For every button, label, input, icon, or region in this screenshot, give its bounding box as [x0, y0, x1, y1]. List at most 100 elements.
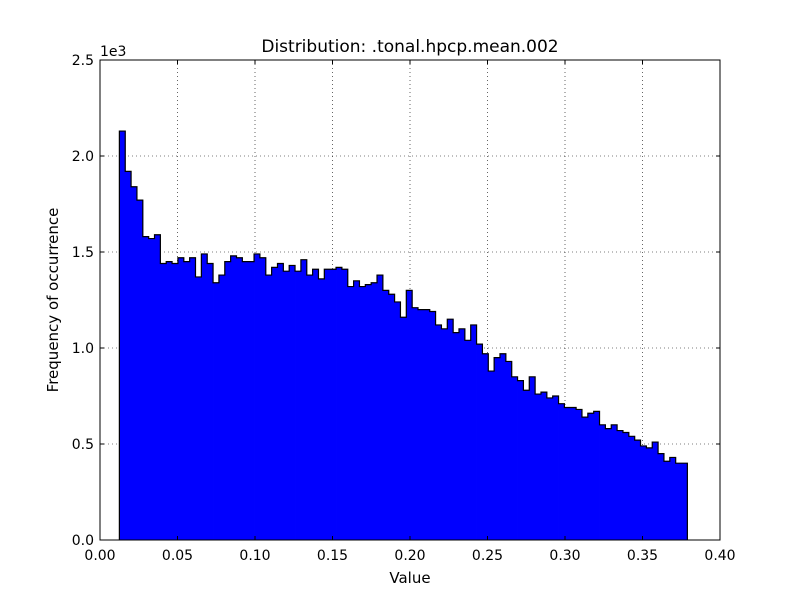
histogram-bar — [166, 261, 173, 540]
histogram-bar — [640, 445, 647, 540]
histogram-bar — [511, 376, 518, 540]
histogram-bar — [505, 361, 513, 540]
histogram-bar — [628, 436, 636, 540]
histogram-bar — [546, 397, 554, 540]
histogram-bar — [605, 428, 612, 540]
histogram-bar — [265, 275, 273, 540]
histogram-bar — [611, 424, 618, 540]
x-tick-label: 0.15 — [317, 548, 348, 564]
histogram-bar — [347, 286, 354, 540]
histogram-bar — [412, 307, 419, 540]
histogram-bar — [365, 284, 372, 540]
histogram-bar — [599, 424, 606, 540]
histogram-bar — [429, 311, 436, 540]
histogram-bar — [435, 324, 442, 540]
histogram-bar — [224, 261, 232, 540]
histogram-bar — [183, 261, 191, 540]
histogram-bar — [517, 380, 524, 540]
histogram-bar — [658, 453, 665, 540]
histogram-bar — [289, 265, 296, 540]
histogram-bar — [675, 463, 682, 540]
histogram-bar — [634, 440, 641, 540]
histogram-bar — [177, 257, 185, 540]
x-tick-label: 0.25 — [472, 548, 503, 564]
histogram-bar — [441, 328, 448, 540]
histogram-bar — [570, 407, 577, 540]
histogram-bar — [581, 417, 589, 540]
histogram-bar — [669, 457, 677, 540]
histogram-bar — [300, 259, 308, 540]
histogram-bar — [447, 319, 454, 540]
histogram-bar — [283, 271, 290, 540]
histogram-bar — [160, 263, 167, 540]
x-tick-label: 0.10 — [239, 548, 270, 564]
histogram-bar — [529, 376, 536, 540]
x-tick-label: 0.05 — [162, 548, 193, 564]
histogram-bar — [552, 396, 559, 540]
histogram-bar — [377, 275, 384, 540]
histogram-bar — [494, 357, 501, 540]
histogram-bar — [324, 269, 331, 540]
histogram-bar — [254, 253, 261, 541]
histogram-bar — [576, 409, 583, 540]
histogram-bar — [535, 394, 542, 540]
histogram-bar — [230, 255, 237, 540]
histogram-bar — [259, 257, 267, 540]
histogram-bar — [172, 263, 179, 540]
y-tick-label: 1.5 — [72, 245, 94, 261]
histogram-bar — [406, 290, 413, 540]
histogram-bar — [482, 353, 489, 540]
histogram-bar — [312, 269, 319, 540]
histogram-bar — [464, 340, 472, 540]
histogram-bar — [353, 280, 360, 540]
y-scale-multiplier: 1e3 — [100, 44, 126, 60]
histogram-bar — [242, 261, 249, 540]
histogram-bar — [131, 186, 138, 540]
histogram-bar — [418, 309, 425, 540]
histogram-bar — [617, 430, 624, 540]
histogram-bar — [142, 236, 150, 540]
x-tick-label: 0.35 — [627, 548, 658, 564]
histogram-bar — [622, 432, 630, 540]
histogram-bar — [540, 392, 548, 540]
y-tick-label: 0.0 — [72, 533, 94, 549]
histogram-bar — [125, 171, 132, 541]
histogram-bar — [371, 282, 378, 540]
histogram-bar — [453, 332, 460, 540]
y-tick-label: 2.5 — [72, 53, 94, 69]
histogram-bar — [336, 267, 343, 540]
histogram-bar — [207, 263, 214, 540]
y-tick-label: 2.0 — [72, 149, 94, 165]
histogram-bar — [681, 463, 688, 540]
histogram-bar — [587, 413, 595, 540]
histogram-bar — [663, 461, 671, 540]
histogram-bar — [136, 200, 144, 540]
x-tick-label: 0.00 — [84, 548, 115, 564]
histogram-bar — [458, 328, 466, 540]
histogram-bar — [488, 371, 495, 540]
axis-ticks: 0.00 0.05 0.10 0.15 0.20 0.25 0.30 0.35 0.40 0.0 0… — [72, 53, 736, 564]
histogram-bar — [318, 278, 325, 540]
histogram-bar — [154, 234, 161, 540]
histogram-bar — [423, 309, 431, 540]
histogram-bar — [330, 269, 337, 540]
histogram-bar — [306, 275, 314, 540]
y-axis-label: Frequency of occurrence — [44, 208, 62, 393]
histogram-bar — [189, 257, 196, 540]
histogram-bar — [593, 411, 600, 540]
histogram-bar — [218, 275, 226, 540]
chart-title: Distribution: .tonal.hpcp.mean.002 — [261, 37, 558, 57]
histogram-bar — [236, 257, 243, 540]
histogram-bar — [400, 317, 407, 540]
histogram-bar — [277, 263, 284, 540]
histogram-bar — [382, 290, 390, 540]
histogram-bar — [195, 276, 202, 540]
histogram-bar — [359, 286, 366, 540]
y-tick-label: 1.0 — [72, 341, 94, 357]
histogram-bar — [248, 261, 255, 540]
histogram-outline — [118, 130, 688, 540]
histogram-bar — [201, 253, 208, 541]
histogram-bar — [295, 271, 302, 540]
histogram-bar — [394, 301, 401, 540]
